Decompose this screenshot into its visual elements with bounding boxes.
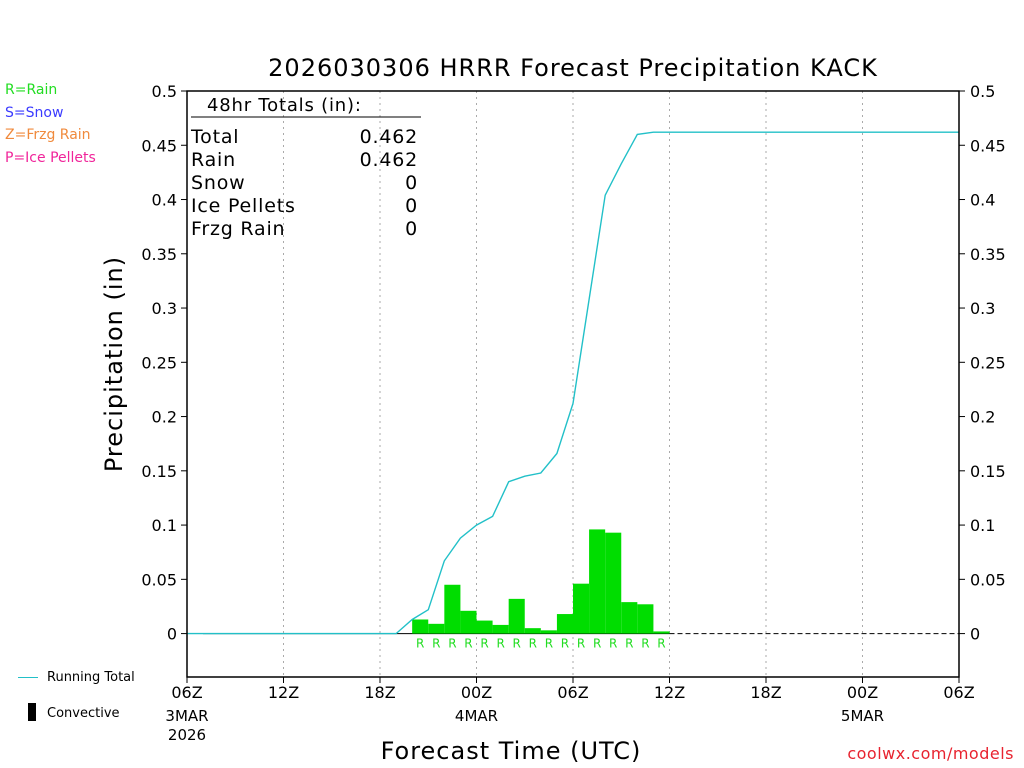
precip-bar-15 bbox=[653, 631, 670, 634]
precip-bar-10 bbox=[573, 583, 590, 634]
y-tick-label-right-1: 0.05 bbox=[970, 570, 1006, 589]
y-tick-label-left-7: 0.35 bbox=[141, 245, 177, 264]
precip-bar-6 bbox=[508, 598, 525, 634]
x-tick-label-8: 06Z bbox=[943, 683, 974, 702]
source-credit: coolwx.com/models bbox=[847, 744, 1014, 763]
y-tick-label-left-4: 0.2 bbox=[152, 408, 177, 427]
y-tick-label-right-10: 0.5 bbox=[970, 82, 995, 101]
precip-bar-13 bbox=[621, 602, 638, 634]
x-tick-label-4: 06Z bbox=[557, 683, 588, 702]
y-axis-label: Precipitation (in) bbox=[100, 256, 128, 472]
precip-bar-7 bbox=[524, 628, 541, 634]
precip-bar-11 bbox=[589, 529, 606, 634]
totals-row-label-4: Frzg Rain bbox=[191, 218, 285, 240]
precip-bar-4 bbox=[476, 620, 493, 634]
precip-type-marker-11: R bbox=[593, 637, 601, 651]
precip-type-marker-8: R bbox=[545, 637, 553, 651]
y-tick-label-left-9: 0.45 bbox=[141, 136, 177, 155]
totals-row-label-2: Snow bbox=[191, 172, 245, 194]
legend-type-3: P=Ice Pellets bbox=[5, 149, 96, 166]
y-tick-label-right-8: 0.4 bbox=[970, 191, 995, 210]
x-tick-label-7: 00Z bbox=[847, 683, 878, 702]
x-tick-label-6: 18Z bbox=[750, 683, 781, 702]
chart-title: 2026030306 HRRR Forecast Precipitation K… bbox=[268, 54, 878, 82]
convective-key: Convective bbox=[18, 703, 158, 723]
totals-row-label-0: Total bbox=[190, 126, 239, 148]
precip-type-marker-15: R bbox=[657, 637, 665, 651]
running-total-key-label: Running Total bbox=[47, 670, 135, 685]
precip-bar-8 bbox=[540, 630, 557, 634]
precip-type-marker-0: R bbox=[416, 637, 424, 651]
precip-bar-12 bbox=[605, 532, 622, 634]
precip-type-marker-14: R bbox=[641, 637, 649, 651]
y-tick-label-left-8: 0.4 bbox=[152, 191, 177, 210]
totals-row-value-1: 0.462 bbox=[360, 149, 418, 171]
precip-type-marker-4: R bbox=[480, 637, 488, 651]
legend-type-0: R=Rain bbox=[5, 82, 58, 98]
x-tick-label-5: 12Z bbox=[654, 683, 685, 702]
y-tick-label-left-2: 0.1 bbox=[152, 516, 177, 535]
precip-type-marker-12: R bbox=[609, 637, 617, 651]
precip-type-marker-5: R bbox=[496, 637, 504, 651]
y-tick-label-left-5: 0.25 bbox=[141, 353, 177, 372]
precip-bar-1 bbox=[428, 623, 445, 634]
precip-type-marker-2: R bbox=[448, 637, 456, 651]
precip-type-marker-10: R bbox=[577, 637, 585, 651]
convective-key-swatch bbox=[28, 703, 36, 721]
y-tick-label-left-1: 0.05 bbox=[141, 570, 177, 589]
y-tick-label-right-5: 0.25 bbox=[970, 353, 1006, 372]
totals-row-value-4: 0 bbox=[405, 218, 418, 240]
precip-bar-9 bbox=[556, 614, 573, 634]
y-tick-label-right-0: 0 bbox=[970, 625, 980, 644]
precip-bar-14 bbox=[637, 604, 654, 634]
x-tick-label-3: 00Z bbox=[461, 683, 492, 702]
y-tick-label-left-3: 0.15 bbox=[141, 462, 177, 481]
y-tick-label-left-6: 0.3 bbox=[152, 299, 177, 318]
totals-row-label-1: Rain bbox=[191, 149, 236, 171]
x-tick-sublabel-7-0: 5MAR bbox=[841, 707, 884, 725]
y-tick-label-left-10: 0.5 bbox=[152, 82, 177, 101]
x-axis-label: Forecast Time (UTC) bbox=[381, 737, 642, 765]
precip-bar-5 bbox=[492, 624, 509, 634]
y-tick-label-right-2: 0.1 bbox=[970, 516, 995, 535]
totals-header: 48hr Totals (in): bbox=[207, 95, 362, 116]
precip-type-marker-1: R bbox=[432, 637, 440, 651]
x-tick-label-0: 06Z bbox=[171, 683, 202, 702]
precip-type-marker-6: R bbox=[513, 637, 521, 651]
convective-key-label: Convective bbox=[47, 706, 120, 721]
legend-type-1: S=Snow bbox=[5, 104, 64, 121]
totals-row-label-3: Ice Pellets bbox=[191, 195, 296, 217]
y-tick-label-right-6: 0.3 bbox=[970, 299, 995, 318]
y-tick-label-right-4: 0.2 bbox=[970, 408, 995, 427]
y-tick-label-right-9: 0.45 bbox=[970, 136, 1006, 155]
precip-bar-2 bbox=[444, 584, 461, 634]
y-tick-label-left-0: 0 bbox=[167, 625, 177, 644]
y-tick-label-right-3: 0.15 bbox=[970, 462, 1006, 481]
precip-type-marker-3: R bbox=[464, 637, 472, 651]
running-total-key-line bbox=[18, 677, 38, 678]
x-tick-sublabel-0-1: 2026 bbox=[168, 726, 206, 744]
precip-bar-0 bbox=[412, 619, 429, 634]
legend-type-2: Z=Frzg Rain bbox=[5, 127, 91, 143]
y-tick-label-right-7: 0.35 bbox=[970, 245, 1006, 264]
x-tick-label-1: 12Z bbox=[268, 683, 299, 702]
x-tick-sublabel-0-0: 3MAR bbox=[165, 707, 208, 725]
precip-type-marker-7: R bbox=[529, 637, 537, 651]
totals-row-value-0: 0.462 bbox=[360, 126, 418, 148]
precip-bar-3 bbox=[460, 610, 477, 634]
precip-type-marker-13: R bbox=[625, 637, 633, 651]
running-total-line bbox=[187, 131, 959, 635]
running-total-key: Running Total bbox=[18, 670, 158, 686]
x-tick-sublabel-3-0: 4MAR bbox=[455, 707, 498, 725]
precip-type-marker-9: R bbox=[561, 637, 569, 651]
totals-row-value-2: 0 bbox=[405, 172, 418, 194]
x-tick-label-2: 18Z bbox=[364, 683, 395, 702]
totals-row-value-3: 0 bbox=[405, 195, 418, 217]
